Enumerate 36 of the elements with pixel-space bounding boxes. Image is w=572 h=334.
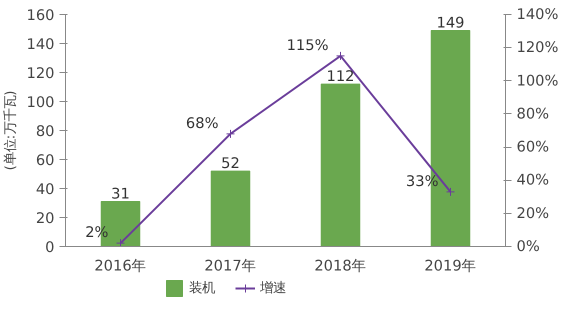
data-label: 112 (326, 68, 354, 86)
x-tick-label: 2018年 (314, 258, 367, 274)
y2-tick-label: 60% (516, 138, 550, 156)
point (336, 51, 345, 60)
y-tick-label: 160 (26, 7, 55, 24)
x-tick-label: 2017年 (204, 258, 257, 274)
data-label: 68% (186, 114, 219, 132)
data-label: 52 (221, 155, 240, 172)
data-label: 115% (286, 36, 329, 54)
y-tick-label: 100 (26, 94, 55, 111)
y2-tick-label: 140% (516, 6, 558, 23)
y2-tick-label: 120% (516, 39, 558, 56)
y-tick-label: 60 (36, 152, 55, 169)
point (226, 129, 235, 138)
x-tick-label: 2016年 (94, 258, 147, 274)
legend-label: 增速 (260, 280, 286, 297)
y-tick-label: 80 (36, 123, 55, 140)
y2-tick-label: 0% (516, 238, 540, 255)
bar (210, 170, 250, 246)
y2-tick-label: 40% (516, 172, 550, 189)
legend-label: 装机 (188, 280, 215, 297)
point (116, 238, 125, 246)
data-label: 31 (111, 186, 130, 203)
y-tick-label: 0 (45, 239, 55, 256)
data-label: 149 (436, 14, 464, 32)
x-tick-label: 2019年 (424, 258, 477, 274)
bar (320, 84, 360, 246)
y2-tick-label: 20% (516, 204, 550, 222)
y-axis-title: (单位:万千瓦) (4, 90, 19, 170)
y-tick-label: 40 (36, 181, 55, 198)
point (446, 187, 455, 196)
y-tick-label: 20 (36, 210, 55, 227)
y2-tick-label: 100% (516, 72, 558, 90)
y-tick-label: 120 (26, 65, 55, 82)
y-tick-label: 140 (26, 36, 55, 53)
y2-tick-label: 80% (516, 105, 550, 122)
